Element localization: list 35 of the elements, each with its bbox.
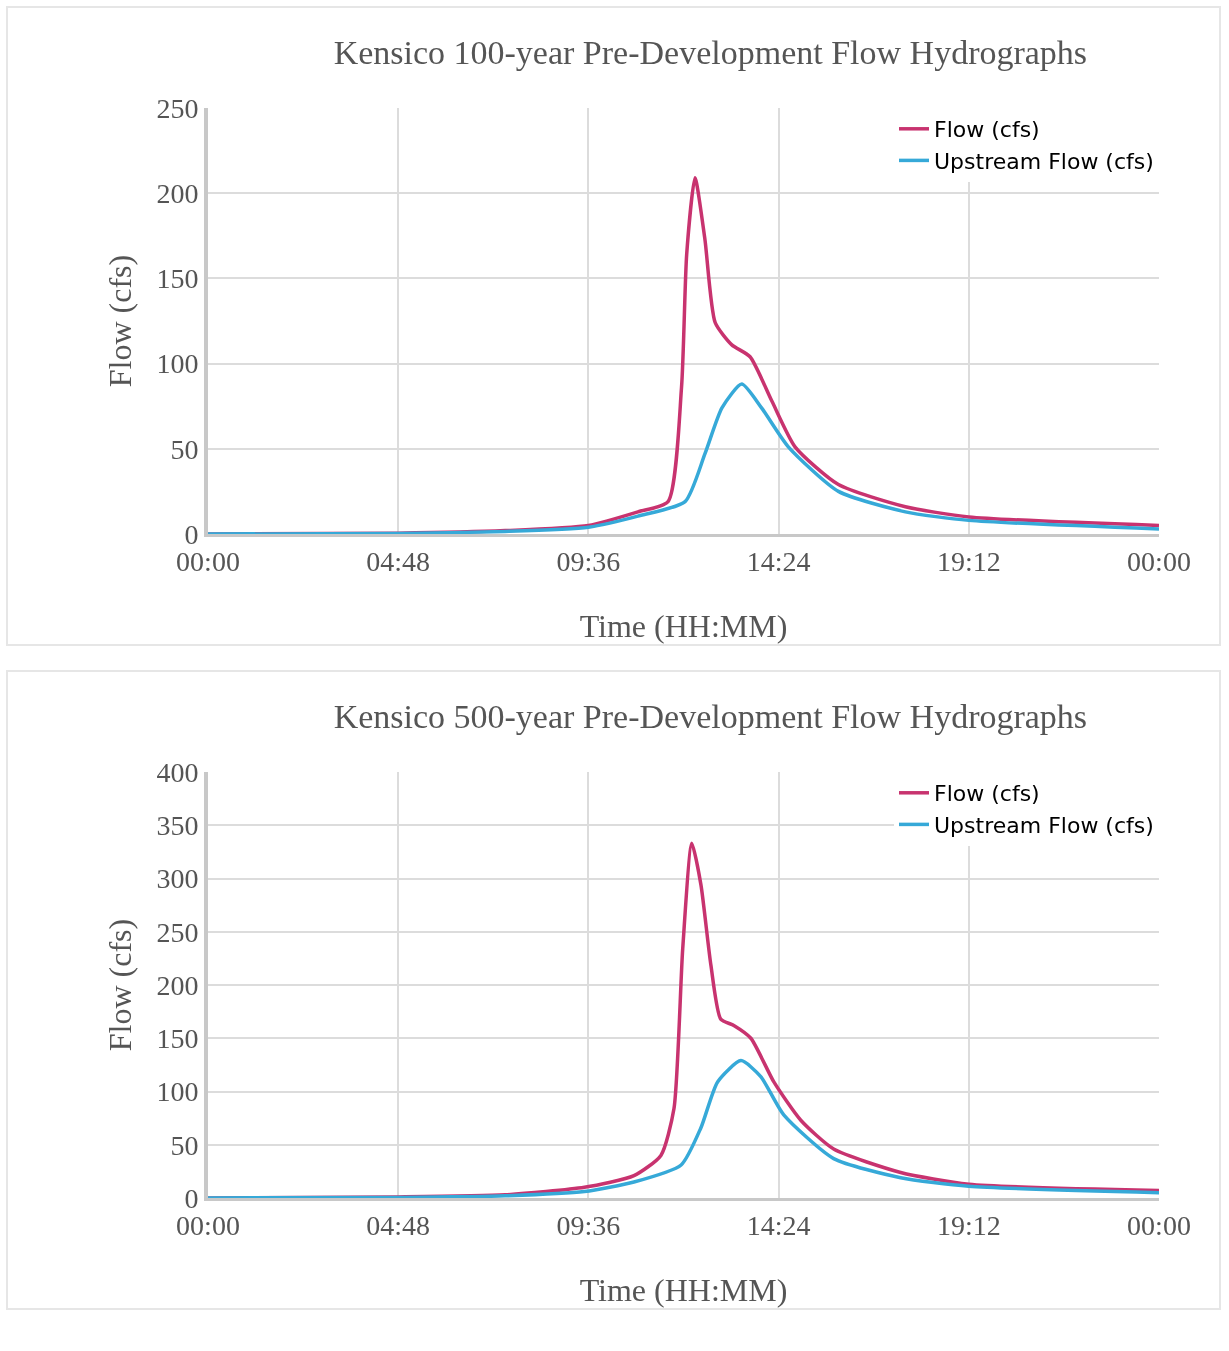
x-tick-label: 19:12	[936, 545, 1001, 577]
y-tick-label: 150	[156, 1023, 199, 1055]
y-tick-label: 250	[156, 92, 199, 124]
legend-label: Flow (cfs)	[934, 781, 1040, 807]
x-tick-label: 09:36	[556, 1209, 621, 1241]
legend-label: Upstream Flow (cfs)	[934, 148, 1154, 174]
x-tick-label: 09:36	[556, 545, 621, 577]
chart-title: Kensico 100-year Pre-Development Flow Hydrographs	[333, 33, 1088, 71]
y-axis-title: Flow (cfs)	[102, 918, 138, 1052]
legend-label: Flow (cfs)	[934, 117, 1040, 143]
y-tick-label: 200	[156, 178, 199, 209]
x-tick-label: 04:48	[366, 1209, 431, 1241]
y-tick-label: 350	[156, 810, 199, 842]
y-tick-label: 100	[156, 1076, 199, 1108]
x-tick-label: 14:24	[746, 1209, 811, 1241]
y-tick-label: 50	[170, 433, 199, 465]
x-tick-label: 14:24	[746, 545, 811, 577]
y-tick-label: 50	[170, 1129, 199, 1161]
legend-label: Upstream Flow (cfs)	[934, 812, 1154, 838]
y-tick-label: 150	[156, 263, 199, 295]
x-tick-label: 00:00	[1127, 545, 1191, 577]
y-tick-label: 300	[156, 863, 199, 895]
y-tick-label: 250	[156, 916, 199, 948]
chart-title: Kensico 500-year Pre-Development Flow Hydrographs	[333, 697, 1088, 735]
x-axis-title: Time (HH:MM)	[579, 1272, 788, 1308]
x-tick-label: 00:00	[1127, 1209, 1191, 1241]
x-tick-label: 19:12	[936, 1209, 1001, 1241]
y-axis-title: Flow (cfs)	[102, 254, 138, 388]
line-series	[208, 1058, 1159, 1198]
y-tick-label: 200	[156, 969, 199, 1001]
line-series	[208, 382, 1159, 534]
x-tick-label: 04:48	[366, 545, 431, 577]
y-tick-label: 100	[156, 348, 199, 380]
y-tick-label: 400	[156, 756, 199, 788]
x-axis-title: Time (HH:MM)	[579, 608, 788, 644]
